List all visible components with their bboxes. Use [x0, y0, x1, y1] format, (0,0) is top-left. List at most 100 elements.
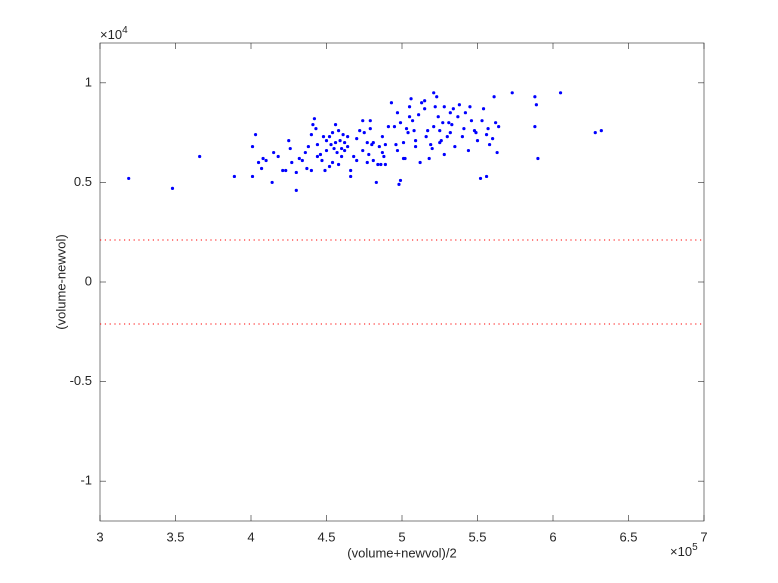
point [309, 168, 313, 173]
point [259, 166, 264, 171]
point [340, 154, 344, 159]
point [365, 160, 369, 165]
point [264, 158, 268, 163]
y-multiplier: ×104 [100, 25, 128, 43]
point [389, 101, 394, 105]
point [448, 111, 452, 115]
point [276, 154, 280, 159]
point [457, 103, 461, 107]
point [599, 129, 603, 133]
point [321, 135, 326, 139]
point [475, 138, 480, 143]
point [424, 135, 428, 139]
point [346, 144, 350, 149]
point [343, 140, 347, 145]
point [272, 150, 276, 155]
point [327, 164, 332, 169]
point [394, 142, 398, 147]
axes-box [99, 42, 705, 522]
point [349, 168, 353, 173]
x-tick-label: 3 [96, 529, 103, 544]
point [341, 133, 345, 137]
point [380, 135, 384, 139]
point [404, 127, 409, 131]
point [474, 131, 478, 135]
point [312, 117, 317, 121]
point [250, 144, 255, 149]
point [435, 95, 439, 99]
point [407, 115, 412, 119]
point [332, 146, 336, 151]
point [324, 148, 329, 153]
point [480, 119, 484, 123]
point [377, 144, 381, 149]
x-tick-label: 3.5 [166, 529, 184, 544]
point [320, 158, 324, 163]
point [510, 91, 514, 95]
point [407, 105, 412, 109]
point [460, 135, 464, 139]
point [401, 140, 406, 145]
point [355, 158, 359, 163]
point [442, 152, 446, 157]
point [398, 178, 403, 183]
point [270, 180, 274, 185]
point [253, 133, 258, 137]
point [534, 103, 538, 107]
point [410, 119, 415, 123]
x-multiplier-base: ×10 [670, 544, 692, 559]
point [469, 119, 474, 123]
point [382, 154, 386, 159]
point [349, 174, 353, 179]
point [478, 176, 483, 181]
point [468, 105, 472, 109]
point [463, 111, 468, 115]
point [438, 129, 442, 133]
x-tick-label: 6 [549, 529, 556, 544]
point [170, 186, 175, 190]
point [453, 144, 457, 149]
y-tick-label: -1 [80, 473, 92, 488]
point [432, 125, 436, 129]
point [340, 146, 344, 151]
point [395, 111, 400, 115]
point [436, 115, 440, 119]
point [288, 146, 292, 151]
point [486, 127, 490, 131]
point [315, 142, 320, 147]
y-multiplier-exponent: 4 [122, 25, 128, 36]
point [365, 140, 369, 145]
point [327, 135, 332, 139]
point [433, 105, 437, 109]
x-tick-label: 7 [700, 529, 707, 544]
point [336, 129, 341, 133]
point [413, 144, 418, 149]
point [495, 150, 499, 155]
point [371, 158, 375, 163]
point [333, 123, 338, 127]
point [305, 166, 309, 171]
point [417, 113, 421, 117]
point [383, 142, 387, 147]
point [361, 148, 365, 153]
point [368, 127, 372, 131]
point [232, 174, 236, 179]
point [346, 135, 350, 139]
x-axis-label: (volume+newvol)/2 [347, 545, 456, 560]
point [256, 160, 261, 165]
point [429, 142, 433, 147]
point [300, 158, 304, 163]
point [392, 125, 397, 129]
point [533, 125, 537, 129]
x-tick-label: 5.5 [468, 529, 486, 544]
point [427, 156, 431, 161]
point [294, 170, 298, 175]
point [287, 138, 291, 143]
point [395, 148, 400, 153]
point [494, 121, 498, 125]
point [462, 127, 466, 131]
x-tick-label: 4 [247, 529, 254, 544]
point [420, 101, 424, 105]
point [306, 144, 310, 149]
